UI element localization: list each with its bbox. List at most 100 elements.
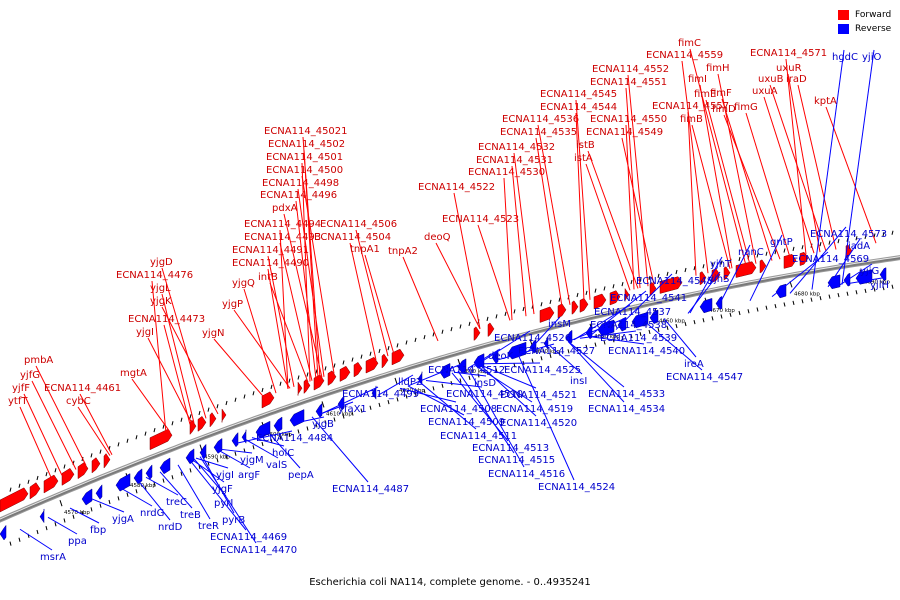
forward-strand-dash — [153, 428, 156, 433]
forward-strand-dash — [243, 394, 246, 399]
forward-strand-dash — [360, 354, 363, 359]
forward-gene-arrow — [313, 374, 325, 391]
reverse-gene-label: ECNA114_4569 — [792, 254, 869, 265]
forward-strand-dash — [522, 306, 525, 312]
forward-gene-label: yjgL — [150, 283, 171, 294]
forward-label-leader — [267, 255, 295, 387]
forward-gene-label: ECNA114_4530 — [468, 167, 545, 178]
forward-strand-dash — [540, 302, 543, 307]
forward-strand-dash — [144, 431, 147, 436]
reverse-swatch-icon — [838, 24, 849, 34]
reverse-strand-dash — [324, 420, 327, 425]
reverse-strand-dash — [333, 417, 336, 422]
forward-label-leader — [477, 224, 511, 321]
reverse-label-leader — [195, 457, 229, 469]
reverse-label-leader — [425, 380, 483, 388]
reverse-gene-arrow — [81, 488, 93, 506]
forward-label-leader — [269, 282, 309, 383]
reverse-label-leader — [717, 244, 751, 308]
reverse-strand-dash — [99, 503, 102, 508]
forward-strand-dash — [585, 290, 588, 295]
reverse-strand-dash — [783, 302, 786, 307]
tick-mark — [457, 358, 461, 366]
forward-strand-dash — [828, 240, 831, 245]
reverse-strand-dash — [837, 293, 840, 298]
reverse-strand-dash — [657, 327, 660, 333]
forward-strand-dash — [9, 487, 12, 492]
forward-strand-dash — [252, 391, 255, 396]
forward-strand-dash — [99, 449, 102, 454]
reverse-label-leader — [497, 343, 555, 361]
reverse-strand-dash — [387, 399, 390, 405]
forward-strand-dash — [117, 442, 120, 447]
reverse-label-leader — [749, 234, 783, 302]
forward-strand-dash — [855, 236, 858, 241]
reverse-gene-arrow — [199, 443, 207, 460]
forward-gene-arrow — [799, 251, 809, 266]
reverse-label-leader — [483, 362, 541, 365]
forward-strand-dash — [684, 267, 687, 273]
tick-label: 4660 kbp — [659, 319, 685, 325]
reverse-label-leader — [407, 385, 465, 416]
reverse-strand-dash — [261, 441, 264, 447]
forward-strand-dash — [837, 239, 840, 244]
forward-label-leader — [763, 96, 815, 254]
forward-gene-label: fimC — [678, 38, 701, 49]
reverse-label-leader — [235, 430, 293, 444]
forward-label-leader — [745, 112, 791, 258]
forward-gene-label: uxuA — [752, 86, 778, 97]
forward-gene-arrow — [571, 300, 579, 315]
forward-label-leader — [723, 114, 781, 260]
forward-strand-dash — [126, 438, 129, 443]
forward-strand-dash — [324, 366, 327, 371]
forward-strand-dash — [630, 279, 633, 285]
reverse-strand-dash — [873, 287, 876, 292]
forward-label-leader — [687, 111, 697, 276]
tick-label: 4680 kbp — [794, 291, 820, 297]
forward-label-leader — [537, 124, 571, 305]
reverse-gene-label: nanC — [738, 247, 764, 258]
forward-label-leader — [35, 365, 87, 466]
forward-gene-label: fimB — [680, 114, 703, 125]
reverse-strand-dash — [693, 319, 696, 325]
reverse-label-leader — [467, 367, 525, 468]
reverse-strand-dash — [189, 468, 192, 473]
legend: Forward Reverse — [838, 8, 891, 36]
reverse-strand-dash — [504, 365, 507, 371]
forward-strand-dash — [63, 464, 66, 469]
reverse-strand-dash — [18, 537, 21, 542]
reverse-gene-arrow — [699, 298, 713, 314]
forward-label-leader — [769, 84, 827, 252]
reverse-strand-dash — [423, 388, 426, 394]
reverse-gene-label: insM — [548, 319, 571, 330]
forward-gene-arrow — [77, 462, 89, 480]
forward-strand-dash — [756, 253, 759, 258]
reverse-gene-label: pyrI — [214, 498, 233, 509]
reverse-label-leader — [245, 439, 279, 459]
forward-strand-dash — [801, 245, 804, 250]
backbone — [0, 256, 900, 522]
forward-strand-dash — [135, 435, 138, 440]
reverse-strand-dash — [756, 307, 759, 312]
reverse-label-leader — [145, 476, 179, 496]
reverse-strand-dash — [720, 314, 723, 319]
reverse-strand-dash — [585, 344, 588, 349]
forward-gene-label: istA — [574, 153, 593, 164]
forward-label-leader — [575, 112, 585, 302]
reverse-gene-label: yjiO — [862, 52, 881, 63]
forward-gene-label: ECNA114_4493 — [244, 232, 321, 243]
reverse-label-leader — [217, 449, 251, 469]
reverse-gene-label: pepA — [288, 470, 314, 481]
tick-mark — [529, 338, 533, 346]
reverse-strand-dash — [117, 496, 120, 501]
forward-strand-dash — [225, 400, 228, 406]
forward-strand-dash — [450, 326, 453, 332]
reverse-strand-dash — [513, 363, 516, 368]
reverse-label-leader — [475, 365, 533, 403]
forward-label-leader — [585, 163, 631, 291]
forward-strand-dash — [432, 332, 435, 337]
reverse-strand-dash — [378, 402, 381, 408]
reverse-label-leader — [645, 322, 703, 371]
reverse-strand-dash — [675, 323, 678, 329]
forward-gene-label: tnpA2 — [388, 246, 418, 257]
